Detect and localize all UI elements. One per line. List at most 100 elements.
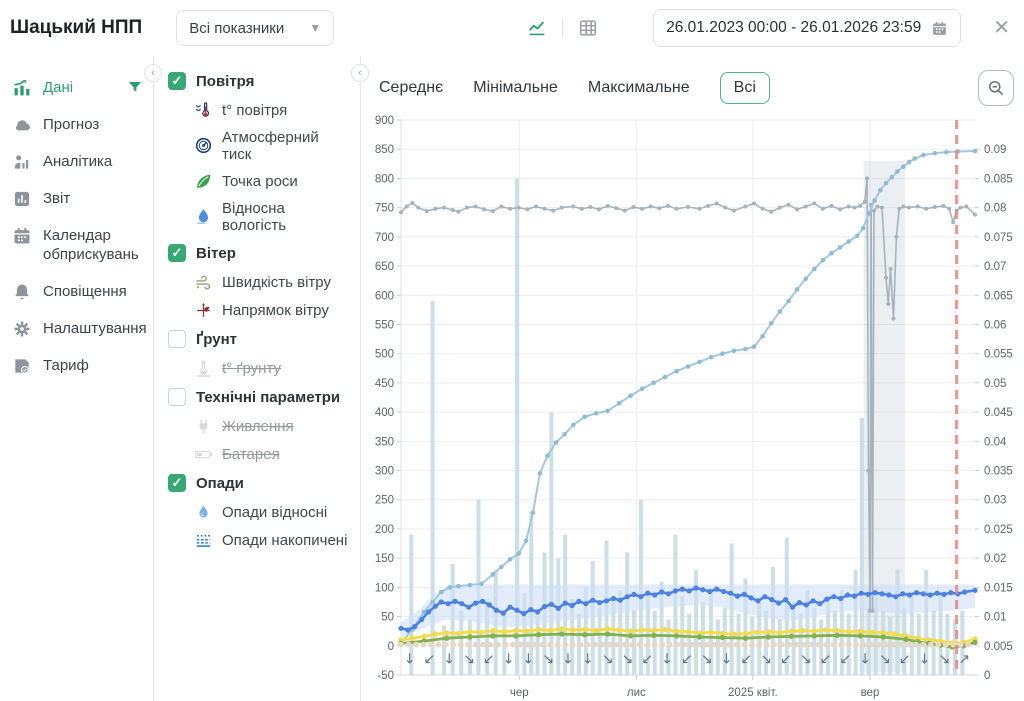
sidebar-item-label: Звіт xyxy=(43,190,71,207)
parameters-collapse-button[interactable]: ‹ xyxy=(351,64,369,82)
parameter-item-precip-accumulated[interactable]: Опади накопичені xyxy=(154,526,360,554)
parameter-item-dew-point[interactable]: Точка роси xyxy=(154,167,360,195)
app-header: Шацький НПП Всі показники ▼ 26.01.2023 0… xyxy=(0,0,1024,56)
svg-text:лис: лис xyxy=(627,687,646,699)
tariff-icon xyxy=(12,356,32,376)
sidebar-item-label: Дані xyxy=(43,79,74,96)
dew-leaf-icon xyxy=(194,172,213,191)
svg-text:0.005: 0.005 xyxy=(984,641,1013,653)
parameter-item-wind-speed[interactable]: Швидкість вітру xyxy=(154,268,360,296)
parameter-item-precip-relative[interactable]: Опади відносні xyxy=(154,498,360,526)
checkbox-precipitation[interactable]: ✓ xyxy=(168,474,186,492)
svg-text:0.06: 0.06 xyxy=(984,319,1006,331)
table-grid-icon xyxy=(579,20,597,36)
sidebar-item-zvit[interactable]: Звіт xyxy=(0,181,153,218)
sidebar-item-dani[interactable]: Дані xyxy=(0,70,153,107)
svg-text:0.04: 0.04 xyxy=(984,436,1007,448)
table-view-button[interactable] xyxy=(575,15,601,41)
svg-text:0.025: 0.025 xyxy=(984,524,1013,536)
svg-text:↘: ↘ xyxy=(463,651,475,667)
sidebar-item-label: Календар обприскувань xyxy=(43,227,139,263)
sidebar-item-nalashtuvannya[interactable]: Налаштування xyxy=(0,311,153,348)
sidebar-collapse-button[interactable]: ‹ xyxy=(144,64,162,82)
parameter-item-wind-direction[interactable]: Напрямок вітру xyxy=(154,296,360,324)
svg-text:↘: ↘ xyxy=(879,651,891,667)
sidebar-item-label: Аналітика xyxy=(43,153,113,170)
data-chart-icon xyxy=(12,78,32,98)
calendar-icon xyxy=(933,21,947,35)
chart[interactable]: -50 0 50 100 150 200 250 300 350 400 450 500 550 600 6… xyxy=(361,108,1021,701)
parameter-item-power[interactable]: Живлення xyxy=(154,412,360,440)
parameter-item-label: Батарея xyxy=(222,445,280,463)
parameter-group-wind[interactable]: ✓ Вітер xyxy=(154,238,360,268)
parameter-item-humidity[interactable]: Відносна вологість xyxy=(154,195,360,238)
tab-maximal[interactable]: Максимальне xyxy=(587,79,690,96)
svg-text:650: 650 xyxy=(375,261,394,273)
tab-all[interactable]: Всі xyxy=(719,72,770,104)
parameter-group-precipitation[interactable]: ✓ Опади xyxy=(154,468,360,498)
tab-average[interactable]: Середнє xyxy=(379,79,444,96)
svg-text:400: 400 xyxy=(375,407,394,419)
bell-icon xyxy=(12,282,32,302)
parameter-item-battery[interactable]: Батарея xyxy=(154,440,360,468)
svg-text:↓: ↓ xyxy=(582,651,594,667)
parameter-group-air[interactable]: ✓ Повітря xyxy=(154,66,360,96)
svg-text:150: 150 xyxy=(375,553,394,565)
svg-text:↓: ↓ xyxy=(859,651,871,667)
sidebar-item-prognoz[interactable]: Прогноз xyxy=(0,107,153,144)
date-range-input[interactable]: 26.01.2023 00:00 - 26.01.2026 23:59 xyxy=(653,9,962,47)
forecast-cloud-icon xyxy=(12,115,32,135)
view-tabs: Середнє Мінімальне Максимальне Всі xyxy=(379,68,1024,108)
svg-text:↓: ↓ xyxy=(661,651,673,667)
zoom-out-button[interactable] xyxy=(978,70,1014,106)
date-range-value: 26.01.2023 00:00 - 26.01.2026 23:59 xyxy=(666,19,922,36)
svg-text:↓: ↓ xyxy=(523,651,535,667)
precip-drop-icon xyxy=(194,503,213,522)
svg-text:↘: ↘ xyxy=(701,651,713,667)
svg-text:↙: ↙ xyxy=(424,651,436,667)
svg-text:↓: ↓ xyxy=(443,651,455,667)
parameter-group-soil[interactable]: Ґрунт xyxy=(154,324,360,354)
svg-text:↙: ↙ xyxy=(483,651,495,667)
svg-text:↙: ↙ xyxy=(681,651,693,667)
indicator-dropdown[interactable]: Всі показники ▼ xyxy=(176,10,335,46)
svg-text:700: 700 xyxy=(375,232,394,244)
parameter-group-technical[interactable]: Технічні параметри xyxy=(154,382,360,412)
svg-text:2025 квіт.: 2025 квіт. xyxy=(728,687,778,699)
power-icon xyxy=(194,417,213,436)
search-minus-icon xyxy=(989,81,1004,96)
parameter-item-label: Точка роси xyxy=(222,172,298,190)
parameter-item-label: t° повітря xyxy=(222,101,288,119)
svg-text:0.03: 0.03 xyxy=(984,495,1006,507)
svg-text:750: 750 xyxy=(375,203,394,215)
pressure-gauge-icon xyxy=(194,136,213,155)
svg-text:0.02: 0.02 xyxy=(984,553,1006,565)
filter-icon[interactable] xyxy=(127,79,143,95)
chevron-down-icon: ▼ xyxy=(309,21,322,35)
svg-text:0.09: 0.09 xyxy=(984,144,1006,156)
divider xyxy=(562,18,564,38)
parameter-item-pressure[interactable]: Атмосферний тиск xyxy=(154,124,360,167)
sidebar-item-analitika[interactable]: Аналітика xyxy=(0,144,153,181)
parameter-item-soil-temp[interactable]: t° ґрунту xyxy=(154,354,360,382)
sidebar-item-kalendar[interactable]: Календар обприскувань xyxy=(0,218,153,274)
svg-text:800: 800 xyxy=(375,173,394,185)
svg-text:↙: ↙ xyxy=(820,651,832,667)
sidebar-item-spovishchennya[interactable]: Сповіщення xyxy=(0,274,153,311)
checkbox-air[interactable]: ✓ xyxy=(168,72,186,90)
checkbox-soil[interactable] xyxy=(168,330,186,348)
close-icon[interactable]: ✕ xyxy=(993,17,1010,39)
checkbox-technical[interactable] xyxy=(168,388,186,406)
parameter-group-label: Ґрунт xyxy=(196,330,238,348)
svg-text:0.035: 0.035 xyxy=(984,466,1013,478)
svg-text:0.015: 0.015 xyxy=(984,582,1013,594)
svg-text:0.08: 0.08 xyxy=(984,203,1006,215)
parameter-group-label: Повітря xyxy=(196,72,255,90)
svg-text:↓: ↓ xyxy=(503,651,515,667)
parameter-item-air-temp[interactable]: t° повітря xyxy=(154,96,360,124)
sidebar-item-taryf[interactable]: Тариф xyxy=(0,348,153,385)
tab-minimal[interactable]: Мінімальне xyxy=(473,79,558,96)
chart-view-button[interactable] xyxy=(524,15,550,41)
svg-text:↘: ↘ xyxy=(800,651,812,667)
checkbox-wind[interactable]: ✓ xyxy=(168,244,186,262)
